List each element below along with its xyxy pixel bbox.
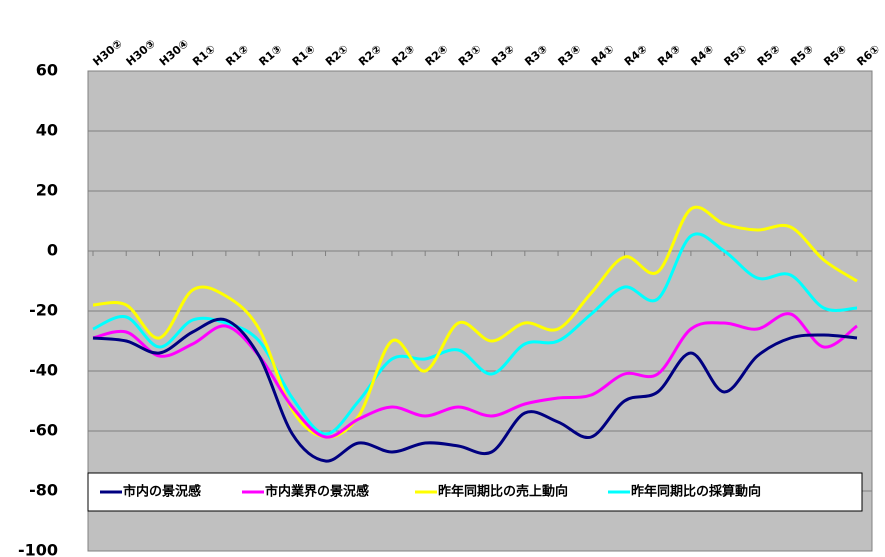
legend-label: 市内の景況感 — [123, 484, 201, 500]
legend-label: 昨年同期比の売上動向 — [438, 484, 568, 500]
legend-label: 市内業界の景況感 — [265, 484, 369, 500]
x-tick-label: R2② — [356, 42, 384, 68]
x-tick-label: R1④ — [290, 42, 318, 68]
y-tick-label: -20 — [29, 301, 58, 320]
x-tick-label: R3④ — [556, 42, 584, 68]
series-line — [92, 312, 858, 439]
x-tick-label: R4② — [622, 42, 650, 68]
x-tick-label: R4③ — [655, 42, 683, 68]
series-line — [92, 205, 858, 439]
x-tick-label: R1③ — [257, 42, 285, 68]
series-line — [92, 232, 858, 436]
x-tick-label: R5④ — [821, 42, 849, 68]
x-tick-label: H30② — [91, 37, 125, 69]
x-tick-label: R1② — [223, 42, 251, 68]
x-tick-label: R1① — [190, 42, 218, 68]
x-tick-label: R4④ — [688, 42, 716, 68]
legend-box — [87, 472, 863, 512]
x-tick-label: H30④ — [157, 37, 191, 69]
y-tick-label: 60 — [36, 61, 58, 80]
x-tick-label: R5① — [722, 42, 750, 68]
legend-label: 昨年同期比の採算動向 — [631, 484, 761, 500]
y-tick-label: 40 — [36, 121, 58, 140]
x-tick-label: R3② — [489, 42, 517, 68]
y-tick-label: -40 — [29, 361, 58, 380]
y-tick-label: -100 — [18, 541, 58, 557]
y-tick-label: -60 — [29, 421, 58, 440]
x-tick-label: R2① — [323, 42, 351, 68]
y-tick-label: 20 — [36, 181, 58, 200]
x-tick-label: R5③ — [788, 42, 816, 68]
x-tick-label: R3③ — [522, 42, 550, 68]
y-tick-label: -80 — [29, 481, 58, 500]
series-line — [92, 317, 858, 463]
x-tick-label: R5② — [755, 42, 783, 68]
x-tick-label: R6① — [855, 42, 883, 68]
x-tick-label: R4① — [589, 42, 617, 68]
x-tick-label: R3① — [456, 42, 484, 68]
x-tick-label: H30③ — [124, 37, 158, 69]
y-tick-label: 0 — [47, 241, 58, 260]
x-tick-label: R2③ — [389, 42, 417, 68]
x-tick-label: R2④ — [423, 42, 451, 68]
